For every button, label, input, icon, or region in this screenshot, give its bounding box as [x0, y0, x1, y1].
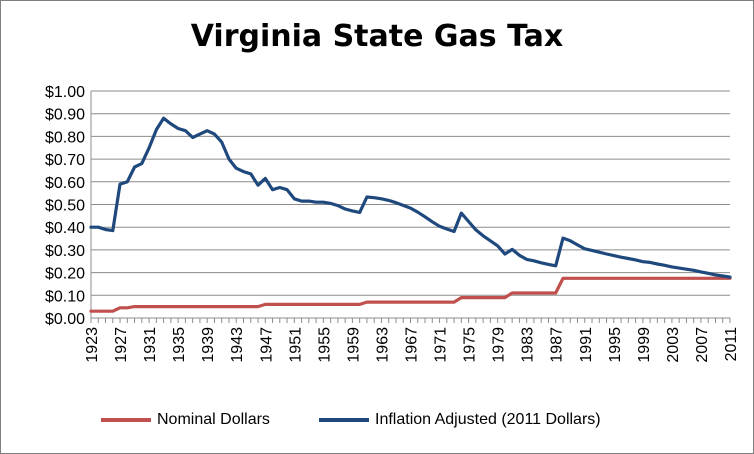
series-lines: [89, 116, 732, 313]
x-tick-label: 1931: [142, 327, 159, 363]
series-line-nominal: [89, 276, 732, 313]
legend-swatch-nominal: [101, 418, 151, 422]
x-tick-label: 1947: [258, 327, 275, 363]
y-tick-label: $0.80: [45, 129, 85, 146]
x-tick-label: 1995: [607, 327, 624, 363]
y-tick-label: $0.70: [45, 152, 85, 169]
legend-item-nominal: Nominal Dollars: [101, 411, 270, 429]
x-tick-label: 2011: [723, 327, 740, 362]
x-tick-label: 1991: [578, 327, 595, 363]
x-tick-label: 1939: [200, 327, 217, 363]
x-tick-label: 1975: [462, 327, 479, 363]
y-tick-label: $0.00: [45, 311, 85, 328]
axes: [90, 91, 731, 323]
x-tick-label: 1999: [636, 327, 653, 363]
y-axis-ticks: $0.00 $0.10 $0.20 $0.30 $0.40 $0.50 $0.60 $0.70…: [45, 84, 85, 328]
y-tick-label: $0.90: [45, 107, 85, 124]
y-tick-label: $0.50: [45, 198, 85, 215]
x-tick-label: 1979: [491, 327, 508, 363]
x-tick-label: 2007: [694, 327, 711, 363]
y-tick-label: $0.30: [45, 243, 85, 260]
x-tick-label: 1943: [229, 327, 246, 363]
x-axis-ticks: 1923 1927 1931 1935 1939 1943 1947 1951 1955 1959…: [84, 327, 740, 363]
series-line-inflation-adjusted: [89, 116, 732, 279]
plot-area: $0.00 $0.10 $0.20 $0.30 $0.40 $0.50 $0.60 $0.70…: [45, 84, 740, 363]
legend-label-inflation: Inflation Adjusted (2011 Dollars): [375, 411, 601, 428]
x-tick-label: 1935: [171, 327, 188, 363]
x-tick-label: 1971: [433, 327, 450, 363]
chart-title: Virginia State Gas Tax: [190, 19, 564, 54]
legend-label-nominal: Nominal Dollars: [157, 411, 270, 428]
y-tick-label: $0.20: [45, 266, 85, 283]
y-tick-label: $0.10: [45, 288, 85, 305]
y-tick-label: $0.60: [45, 175, 85, 192]
y-tick-label: $1.00: [45, 84, 85, 101]
x-tick-label: 1983: [520, 327, 537, 363]
gridlines: [91, 90, 730, 296]
x-tick-label: 1963: [374, 327, 391, 363]
x-tick-label: 1927: [113, 327, 130, 363]
x-tick-label: 1951: [287, 327, 304, 363]
legend-swatch-inflation: [319, 418, 369, 422]
x-tick-label: 1959: [345, 327, 362, 363]
x-tick-label: 1955: [316, 327, 333, 363]
y-tick-label: $0.40: [45, 220, 85, 237]
legend-item-inflation: Inflation Adjusted (2011 Dollars): [319, 411, 601, 429]
x-tick-label: 2003: [665, 327, 682, 363]
x-tick-label: 1967: [404, 327, 421, 363]
x-tick-label: 1987: [549, 327, 566, 363]
x-tick-label: 1923: [84, 327, 101, 363]
